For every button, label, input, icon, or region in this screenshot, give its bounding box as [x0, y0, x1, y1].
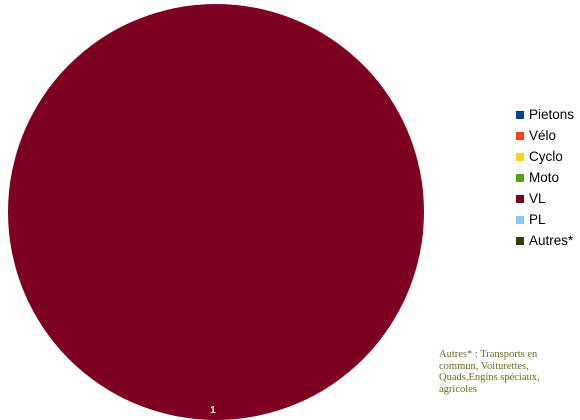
footnote: Autres* : Transports en commun, Voituret… — [439, 349, 540, 395]
data-label-vl: 1 — [210, 405, 216, 416]
legend: Pietons Vélo Cyclo Moto VL PL Autres* — [516, 104, 574, 251]
legend-swatch-pietons — [516, 110, 524, 119]
legend-label-pl: PL — [529, 212, 546, 227]
legend-item-vl: VL — [516, 188, 574, 209]
legend-swatch-velo — [516, 131, 524, 140]
legend-label-pietons: Pietons — [529, 107, 575, 122]
legend-item-autres: Autres* — [516, 230, 574, 251]
legend-swatch-vl — [516, 194, 524, 203]
legend-swatch-pl — [516, 215, 524, 224]
legend-item-cyclo: Cyclo — [516, 146, 574, 167]
legend-swatch-moto — [516, 173, 524, 182]
legend-swatch-autres — [516, 236, 524, 245]
legend-item-velo: Vélo — [516, 125, 574, 146]
legend-label-velo: Vélo — [529, 128, 557, 143]
legend-label-autres: Autres* — [529, 233, 574, 248]
pie-slice-vl — [8, 4, 424, 420]
legend-item-pl: PL — [516, 209, 574, 230]
legend-label-cyclo: Cyclo — [529, 149, 563, 164]
legend-label-moto: Moto — [529, 170, 560, 185]
legend-swatch-cyclo — [516, 152, 524, 161]
legend-item-pietons: Pietons — [516, 104, 574, 125]
legend-label-vl: VL — [529, 191, 546, 206]
legend-item-moto: Moto — [516, 167, 574, 188]
